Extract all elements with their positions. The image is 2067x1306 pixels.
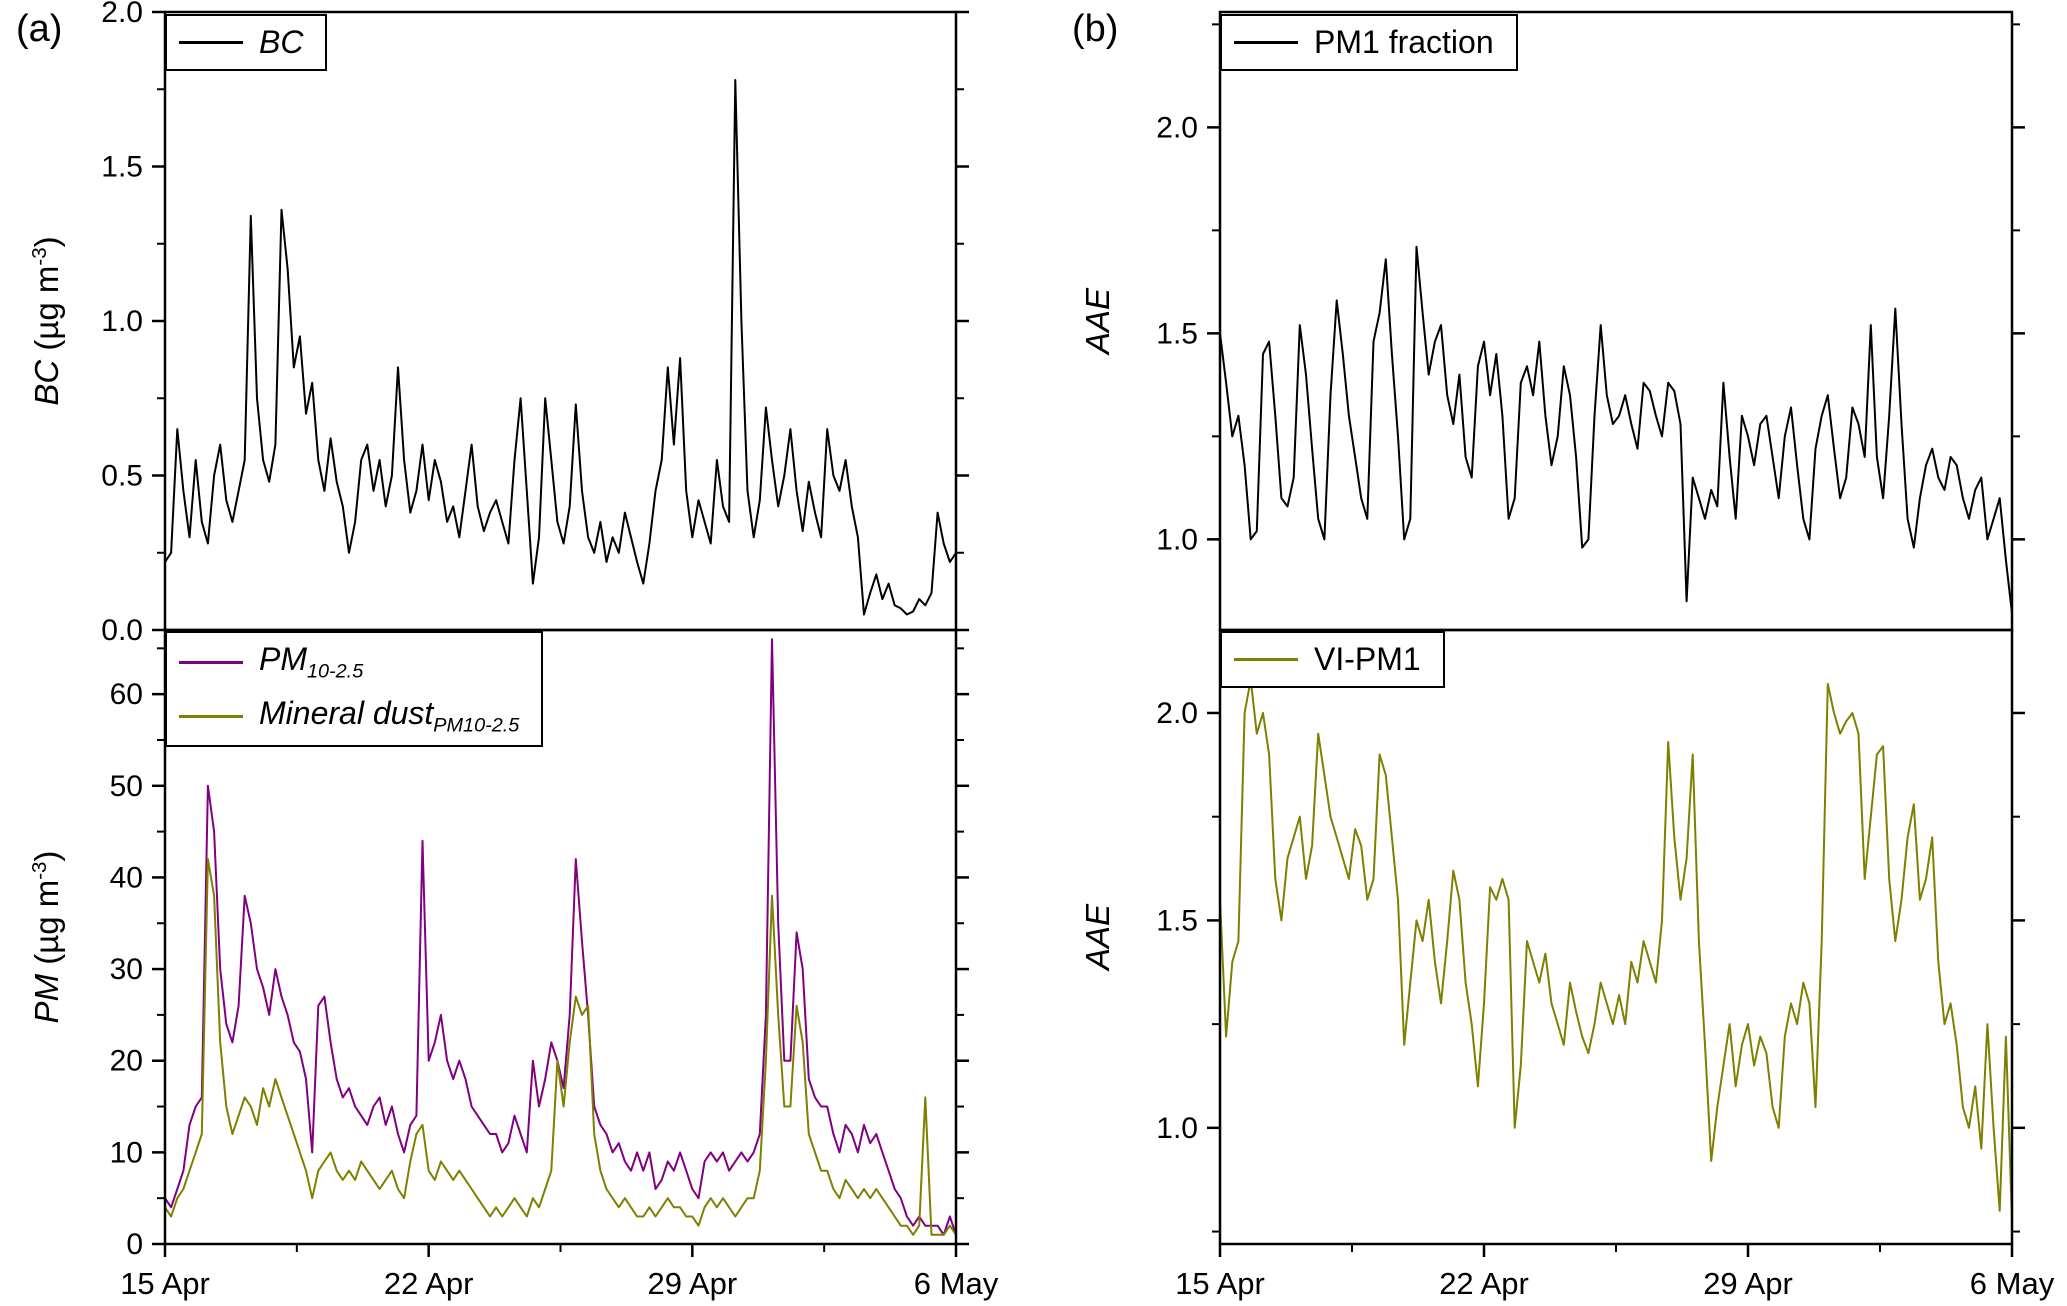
panel-label-b: (b) xyxy=(1072,8,1119,50)
ytick-label: 30 xyxy=(110,953,143,986)
b-bottom-ylabel: AAE xyxy=(1077,767,1119,1107)
series-bc xyxy=(164,79,957,616)
ytick-label: 50 xyxy=(110,770,143,803)
legend-line-pm1-fraction xyxy=(1234,40,1298,44)
legend-b-bottom: VI-PM1 xyxy=(1220,631,1445,688)
xtick-label: 22 Apr xyxy=(1439,1266,1529,1301)
ytick-label: 1.0 xyxy=(101,305,143,338)
legend-label-mineral-dust: Mineral dustPM10-2.5 xyxy=(259,695,520,737)
ytick-label: 10 xyxy=(110,1136,143,1169)
ytick-label: 1.5 xyxy=(1156,317,1198,350)
xtick-label: 22 Apr xyxy=(384,1266,474,1301)
legend-label-bc: BC xyxy=(259,24,304,60)
series-pm-10-2-5 xyxy=(164,638,957,1236)
ytick-label: 2.0 xyxy=(1156,111,1198,144)
plot-border-b-bottom xyxy=(1218,628,2014,1246)
xtick-label: 29 Apr xyxy=(1703,1266,1793,1301)
ytick-label: 40 xyxy=(110,861,143,894)
ytick-label: 1.5 xyxy=(1156,904,1198,937)
legend-b-top: PM1 fraction xyxy=(1220,14,1518,71)
series-mineral-dust-pm10-2-5 xyxy=(164,858,957,1236)
plot-border-a-top xyxy=(163,10,958,632)
b-bottom-ylabel-var: AAE xyxy=(1079,903,1116,971)
ytick-label: 0.5 xyxy=(101,460,143,493)
legend-label-pm1-fraction: PM1 fraction xyxy=(1314,24,1494,60)
panel-label-a: (a) xyxy=(16,8,63,50)
legend-row-bc: BC xyxy=(179,24,303,61)
xtick-label: 6 May xyxy=(914,1266,999,1301)
a-bottom-ylabel: PM (µg m-3) xyxy=(28,850,65,1024)
panel-b-bottom: 1.0 1.5 2.0 15 Apr 22 Apr 29 Apr 6 May xyxy=(1156,628,2055,1301)
xtick-label: 29 Apr xyxy=(648,1266,738,1301)
legend-a-top: BC xyxy=(165,14,328,71)
panel-a-top: 0.0 0.5 1.0 1.5 2.0 xyxy=(101,0,969,647)
legend-row-mineral-dust: Mineral dustPM10-2.5 xyxy=(179,695,519,737)
panel-a-bottom: 0 10 20 30 40 50 60 15 Apr 22 Apr 29 Apr 6 May xyxy=(110,628,999,1301)
legend-line-mineral-dust xyxy=(179,714,243,718)
legend-line-bc xyxy=(179,40,243,44)
ytick-label: 20 xyxy=(110,1045,143,1078)
a-top-ylabel-var: BC xyxy=(28,359,65,406)
legend-row-pm: PM10-2.5 xyxy=(179,641,519,683)
xtick-label: 15 Apr xyxy=(120,1266,210,1301)
legend-row-vi-pm1: VI-PM1 xyxy=(1234,641,1421,678)
panel-b-top: 1.0 1.5 2.0 xyxy=(1156,10,2025,632)
series-pm1-fraction xyxy=(1219,245,2013,614)
ytick-label: 0 xyxy=(126,1228,143,1261)
legend-line-vi-pm1 xyxy=(1234,657,1298,661)
ytick-label: 0.0 xyxy=(101,614,143,647)
xtick-label: 15 Apr xyxy=(1175,1266,1265,1301)
plot-border-a-bottom xyxy=(163,628,958,1246)
a-top-ylabel: BC (µg m-3) xyxy=(28,236,65,406)
series-vi-pm1 xyxy=(1219,678,2013,1220)
ytick-label: 1.0 xyxy=(1156,523,1198,556)
legend-label-vi-pm1: VI-PM1 xyxy=(1314,641,1421,677)
ytick-label: 60 xyxy=(110,678,143,711)
xtick-label: 6 May xyxy=(1970,1266,2055,1301)
b-top-ylabel: AAE xyxy=(1077,151,1119,491)
ytick-label: 2.0 xyxy=(101,0,143,29)
legend-line-pm xyxy=(179,660,243,664)
legend-row-pm1-fraction: PM1 fraction xyxy=(1234,24,1494,61)
b-top-ylabel-var: AAE xyxy=(1079,287,1116,355)
a-bottom-ylabel-var: PM xyxy=(28,973,65,1024)
ytick-label: 1.5 xyxy=(101,151,143,184)
legend-label-pm: PM10-2.5 xyxy=(259,641,364,683)
ytick-label: 2.0 xyxy=(1156,697,1198,730)
legend-a-bottom: PM10-2.5 Mineral dustPM10-2.5 xyxy=(165,631,544,748)
ytick-label: 1.0 xyxy=(1156,1112,1198,1145)
